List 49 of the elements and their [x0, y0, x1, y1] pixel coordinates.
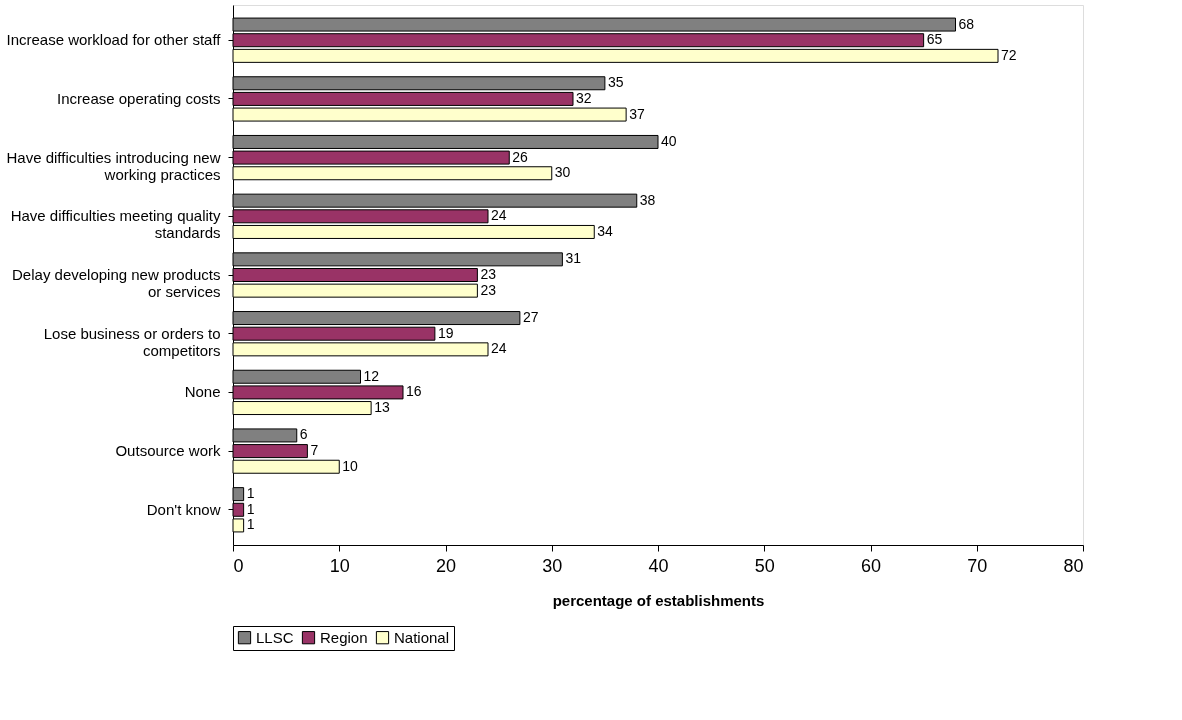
x-tick-label: 20 — [435, 555, 457, 576]
x-tick-label: 30 — [542, 555, 563, 576]
y-tick-label: Don't know — [146, 500, 221, 518]
y-tick-label: Lose business or orders to competitors — [43, 324, 221, 359]
x-tick-label: 0 — [233, 555, 244, 576]
data-label: 7 — [310, 442, 319, 459]
y-tick-label: Increase operating costs — [57, 89, 221, 107]
legend-label: Region — [320, 628, 368, 646]
data-label: 24 — [491, 207, 507, 224]
y-tick-label: Delay developing new products or services — [12, 266, 221, 300]
legend-label: National — [394, 628, 450, 646]
x-axis-title: percentage of establishments — [552, 591, 765, 609]
x-tick-label: 70 — [967, 555, 988, 576]
data-label: 1 — [246, 485, 255, 502]
x-tick-label: 80 — [1063, 555, 1084, 576]
data-label: 6 — [299, 426, 308, 443]
y-tick-label: Have difficulties meeting quality standards — [10, 207, 221, 242]
data-label: 27 — [522, 309, 539, 326]
data-label: 1 — [246, 516, 255, 533]
data-label: 1 — [246, 500, 255, 517]
data-label: 23 — [480, 281, 497, 298]
data-label: 24 — [491, 340, 507, 357]
data-label: 19 — [437, 324, 454, 341]
data-label: 31 — [565, 250, 582, 267]
data-label: 72 — [1001, 46, 1017, 63]
legend-label: LLSC — [256, 628, 294, 646]
data-label: 16 — [406, 383, 422, 400]
data-label: 40 — [661, 132, 677, 149]
data-label: 34 — [597, 222, 614, 239]
y-tick-label: None — [184, 383, 221, 401]
data-label: 30 — [554, 164, 571, 181]
data-label: 23 — [480, 266, 497, 282]
data-label: 35 — [607, 74, 624, 91]
y-tick-label: Have difficulties introducing new working practices — [6, 148, 221, 183]
data-label: 13 — [374, 399, 390, 416]
x-tick-label: 10 — [329, 555, 350, 576]
x-tick-label: 60 — [860, 555, 882, 576]
y-tick-label: Outsource work — [115, 442, 221, 460]
data-label: 12 — [363, 367, 380, 384]
x-tick-label: 50 — [754, 555, 775, 576]
y-tick-label: Increase workload for other staff — [6, 31, 222, 49]
data-label: 37 — [629, 105, 645, 122]
x-tick-label: 40 — [648, 555, 669, 576]
data-label: 32 — [576, 89, 592, 106]
data-label: 65 — [926, 31, 943, 48]
data-label: 38 — [639, 191, 656, 208]
data-label: 26 — [512, 148, 529, 165]
data-label: 10 — [342, 457, 359, 474]
data-label: 68 — [958, 15, 975, 32]
